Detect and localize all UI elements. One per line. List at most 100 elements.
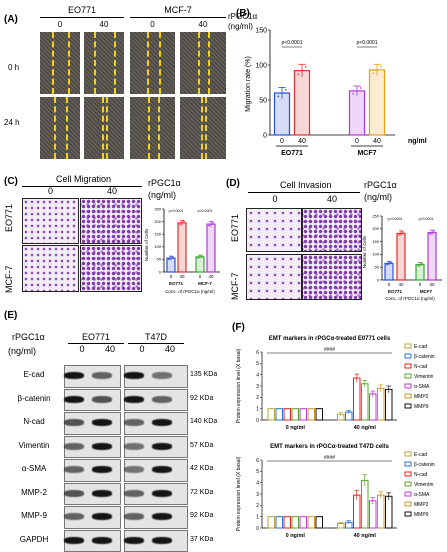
blot-band [92,396,112,403]
scratch-edge-line-1 [147,32,149,94]
bar-MMP9-1 [386,389,393,420]
bar-eo771-40 [397,233,405,280]
panel-c-dose-2: 40 [82,186,142,196]
y-tick-label: 0 [263,132,267,139]
bar-eo771-0 [385,263,393,280]
panel-e-dose-1: 0 [68,344,96,354]
panel-d-cdose-1: 0 [388,282,391,287]
bar-MMP2-1 [378,388,385,420]
significance-mark: #### [324,347,335,353]
blot-molecular-weight: 57 KDa [190,442,213,449]
panel-b-xunit: ng/ml [408,138,427,145]
y-tick-label: 4 [256,480,259,486]
panel-d-dose-2: 40 [304,194,360,204]
panel-c-cdose-4: 40 [208,274,214,279]
blot-band [124,490,144,497]
significance-mark: #### [324,455,335,461]
data-point [400,233,402,235]
blot-band [92,490,112,497]
panel-d-xlabel: Conc. of rPGC1α (ng/ml) [385,296,435,301]
scratch-edge-line-2 [208,32,210,94]
y-tick-label: 2 [256,395,259,401]
data-point [281,92,283,94]
bar-α-SMA-1 [370,501,377,528]
scratch-image-r2-c4 [180,97,226,159]
legend-label: α-SMA [414,384,430,390]
panel-c-agent: rPGC1α [148,178,181,188]
bar-mcf-7-40 [207,224,215,272]
blot-molecular-weight: 42 KDa [190,465,213,472]
legend-label: MMP2 [414,502,429,508]
legend-label: N-cad [414,364,428,370]
y-tick-label: 2 [256,503,259,509]
scratch-image-r2-c3 [130,97,175,159]
panel-c-title: Cell Migration [56,174,111,184]
scratch-edge-line-2 [158,97,160,159]
data-point [199,256,201,258]
bar-MMP9-0 [316,409,323,420]
panel-a-time-24h: 24 h [4,118,20,127]
panel-e-label: (E) [4,310,17,321]
bar-Vimentin-1 [362,384,369,420]
blot-protein-name: MMP-9 [4,511,64,520]
emt-chart-title: EMT markers in rPGCα-treated T47D cells [270,444,389,450]
panel-d-line-1: EO771 [230,214,240,242]
panel-a-dose-3: 0 [130,20,175,29]
panel-b-dose-4: 40 [373,138,381,145]
panel-a-label: (A) [4,14,18,25]
blot-molecular-weight: 37 KDa [190,536,213,543]
bar-E-cad-0 [268,409,275,420]
y-tick-label: 50 [259,97,267,104]
panel-e-dose-4: 40 [156,344,184,354]
blot-protein-name: MMP-2 [4,488,64,497]
panel-c-pval-2: p<0.0001 [198,209,213,213]
panel-e-line-1: EO771 [68,332,124,342]
blot-band [64,490,84,497]
data-point [390,261,392,263]
scratch-image-r1-c3 [130,32,175,94]
data-point [421,263,423,265]
data-point [417,265,419,267]
blot-band [92,443,112,450]
data-point [208,225,210,227]
scratch-edge-line-1 [94,32,96,94]
blot-band [124,537,144,544]
y-tick-label: 150 [372,239,379,244]
panel-d-pval-1: p<0.0001 [388,217,403,221]
scratch-edge-line-1 [52,32,54,94]
panel-b-dose-3: 0 [355,138,359,145]
y-tick-label: 1 [256,514,259,520]
panel-a-underline-2 [130,17,226,18]
y-tick-label: 50 [375,265,380,270]
legend-swatch [405,492,411,496]
y-tick-label: 0 [256,418,259,424]
panel-a-line-2: MCF-7 [130,5,226,15]
data-point [388,263,390,265]
panel-c-cdose-3: 0 [199,274,202,279]
legend-swatch [405,512,411,516]
bar-E-cad-0 [268,517,275,528]
bar-N-cad-0 [284,409,291,420]
blot-band [152,513,172,520]
legend-swatch [405,462,411,466]
blot-band [64,372,84,379]
bar-MMP9-1 [386,496,393,528]
panel-b-group-1: EO771 [281,150,303,157]
blot-molecular-weight: 72 KDa [190,489,213,496]
y-tick-label: 50 [157,257,162,262]
bar-MMP9-0 [316,517,323,528]
panel-c-cdose-1: 0 [170,274,173,279]
panel-e-unit: (ng/ml) [8,346,36,356]
data-point [297,74,299,76]
scratch-image-r2-c2 [84,97,124,159]
data-point [419,264,421,266]
panel-c-xlabel: Conc. of rPGC1α (ng/ml) [165,289,215,294]
panel-d-cdose-2: 40 [398,282,404,287]
panel-d-label: (D) [226,178,240,189]
y-tick-label: 4 [256,372,259,378]
bar-N-cad-1 [354,378,361,420]
scratch-image-r1-c2 [84,32,124,94]
blot-band [64,419,84,426]
scratch-edge-line-1 [201,97,203,159]
